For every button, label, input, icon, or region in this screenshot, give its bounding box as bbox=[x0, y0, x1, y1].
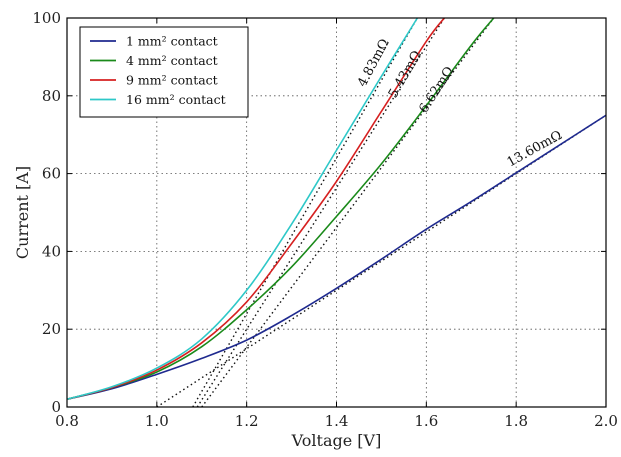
x-tick-label: 1.2 bbox=[235, 412, 259, 430]
series-line bbox=[66, 114, 607, 400]
linear-fit-line bbox=[201, 17, 495, 408]
series-line bbox=[66, 17, 495, 400]
legend-label: 1 mm² contact bbox=[126, 34, 218, 49]
grid bbox=[67, 18, 606, 407]
axis-ticks: 0.8 1.0 1.2 1.4 1.6 1.8 2.0 0 20 40 60 80 100 bbox=[32, 9, 618, 430]
y-tick-label: 60 bbox=[42, 165, 61, 183]
series-line bbox=[66, 17, 419, 400]
series-line bbox=[66, 17, 445, 400]
y-tick-label: 20 bbox=[42, 320, 61, 338]
y-axis-title: Current [A] bbox=[13, 166, 32, 259]
x-tick-label: 1.8 bbox=[504, 412, 528, 430]
x-axis-title: Voltage [V] bbox=[291, 431, 382, 450]
x-tick-label: 1.4 bbox=[325, 412, 349, 430]
resistance-label: 5.43mΩ bbox=[386, 48, 425, 101]
resistance-label: 4.83mΩ bbox=[355, 37, 393, 90]
legend-label: 9 mm² contact bbox=[126, 73, 218, 88]
resistance-label: 13.60mΩ bbox=[505, 128, 565, 170]
y-tick-label: 100 bbox=[32, 9, 61, 27]
x-tick-label: 1.0 bbox=[145, 412, 169, 430]
x-tick-label: 0.8 bbox=[55, 412, 79, 430]
data-series bbox=[66, 17, 607, 400]
x-tick-label: 1.6 bbox=[414, 412, 438, 430]
linear-fit-line bbox=[196, 17, 445, 408]
legend-label: 4 mm² contact bbox=[126, 53, 218, 68]
y-tick-label: 0 bbox=[51, 398, 61, 416]
linear-fit-line bbox=[192, 17, 418, 408]
resistance-label: 6.62mΩ bbox=[416, 64, 457, 116]
x-tick-label: 2.0 bbox=[594, 412, 618, 430]
legend: 1 mm² contact 4 mm² contact 9 mm² contact 1… bbox=[79, 26, 249, 118]
y-tick-label: 40 bbox=[42, 242, 61, 260]
y-tick-label: 80 bbox=[42, 87, 61, 105]
legend-label: 16 mm² contact bbox=[126, 92, 226, 107]
legend-box bbox=[79, 26, 249, 118]
